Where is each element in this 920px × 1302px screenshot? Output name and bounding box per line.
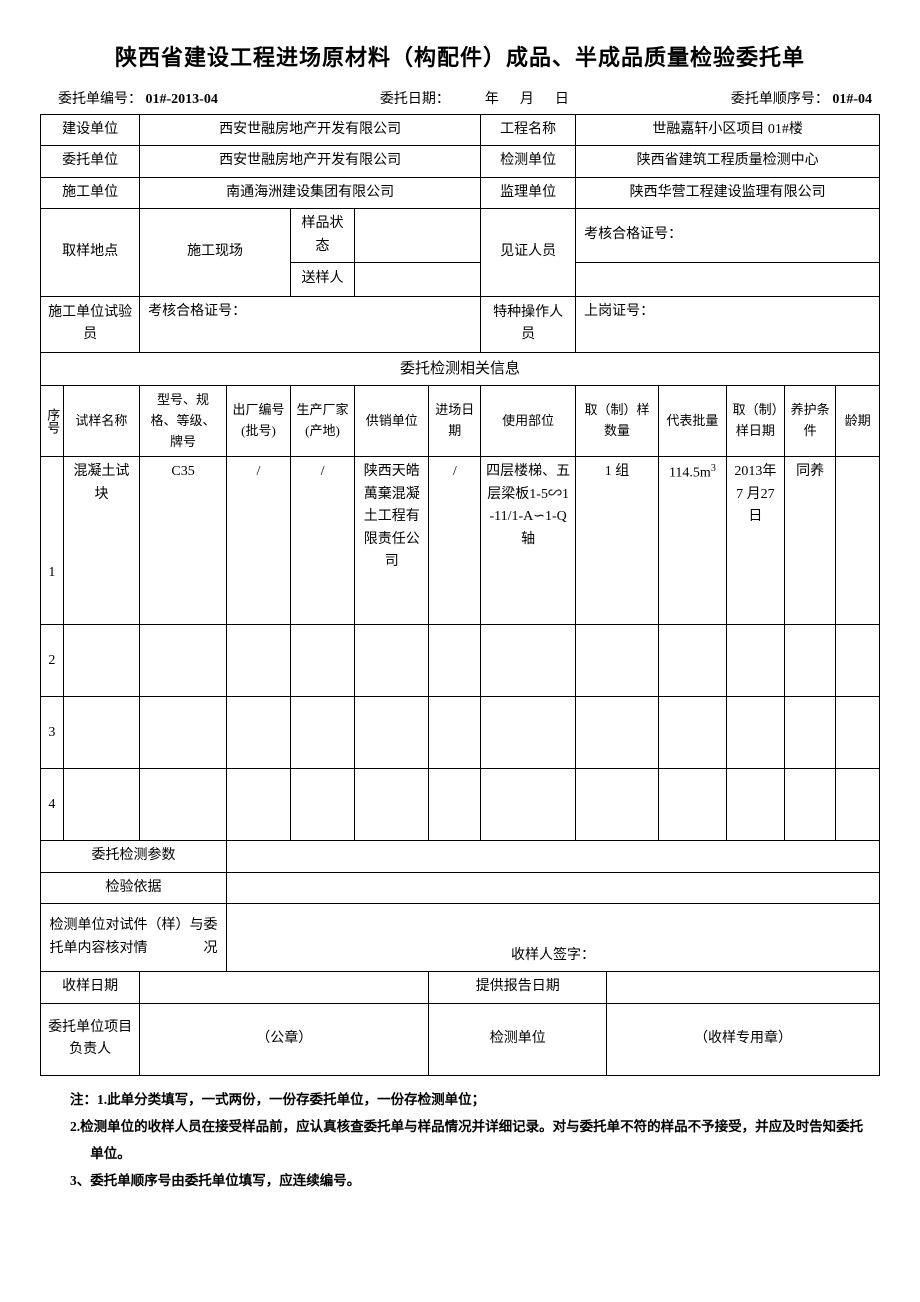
commission-date: 委托日期： 年 月 日 [380, 88, 569, 108]
seq-no: 委托单顺序号： 01#-04 [731, 88, 872, 108]
report-date-label: 提供报告日期 [429, 972, 607, 1003]
cell-manufacturer: / [290, 457, 354, 625]
col-age: 龄期 [836, 385, 880, 456]
construct-unit-label: 施工单位 [41, 177, 140, 208]
cell-spec: C35 [140, 457, 227, 625]
col-sample-date: 取（制）样日期 [726, 385, 784, 456]
cert-no [576, 262, 880, 296]
table-row: 1 混凝土试块 C35 / / 陕西天皓萬棄混凝土工程有限责任公司 / 四层楼梯… [41, 457, 880, 625]
project-name-label: 工程名称 [481, 115, 576, 146]
receiver-sign: 收样人签字： [226, 904, 879, 972]
main-table: 建设单位 西安世融房地产开发有限公司 工程名称 世融嘉轩小区项目 01#楼 委托… [40, 114, 880, 1076]
test-param-label: 委托检测参数 [41, 841, 227, 872]
info-row: 施工单位试验员 考核合格证号： 特种操作人 员 上岗证号： [41, 296, 880, 352]
col-represent-qty: 代表批量 [658, 385, 726, 456]
col-spec: 型号、规格、等级、牌号 [140, 385, 227, 456]
col-cure-cond: 养护条件 [784, 385, 836, 456]
column-header-row: 序号 试样名称 型号、规格、等级、牌号 出厂编号 (批号) 生产厂家 (产地) … [41, 385, 880, 456]
section-title-row: 委托检测相关信息 [41, 352, 880, 385]
page-container: 陕西省建设工程进场原材料（构配件）成品、半成品质量检验委托单 委托单编号： 01… [40, 40, 880, 1194]
footer-row: 委托单位项目负责人 （公章） 检测单位 （收样专用章） [41, 1003, 880, 1075]
info-row: 取样地点 施工现场 样品状态 见证人员 考核合格证号： [41, 209, 880, 263]
col-batch-no: 出厂编号 (批号) [226, 385, 290, 456]
cell-cure-cond: 同养 [784, 457, 836, 625]
col-arrive-date: 进场日期 [429, 385, 481, 456]
cell-seq: 4 [41, 769, 64, 841]
footer-row: 检测单位对试件（样）与委托单内容核对情 况 收样人签字： [41, 904, 880, 972]
seal1: （公章） [140, 1003, 429, 1075]
footer-row: 收样日期 提供报告日期 [41, 972, 880, 1003]
table-row: 2 [41, 625, 880, 697]
sender [355, 262, 481, 296]
commission-unit-label: 委托单位 [41, 146, 140, 177]
seal2: （收样专用章） [607, 1003, 880, 1075]
principal-label: 委托单位项目负责人 [41, 1003, 140, 1075]
cell-seq: 1 [41, 457, 64, 625]
cell-sample-date: 2013年 7 月27 日 [726, 457, 784, 625]
footer-test-unit-label: 检测单位 [429, 1003, 607, 1075]
supervise-unit-label: 监理单位 [481, 177, 576, 208]
cell-arrive-date: / [429, 457, 481, 625]
cell-supplier: 陕西天皓萬棄混凝土工程有限责任公司 [355, 457, 429, 625]
table-row: 3 [41, 697, 880, 769]
witness-label: 见证人员 [481, 209, 576, 297]
cell-sample-qty: 1 组 [576, 457, 659, 625]
info-row: 委托单位 西安世融房地产开发有限公司 检测单位 陕西省建筑工程质量检测中心 [41, 146, 880, 177]
sample-status-label: 样品状态 [290, 209, 354, 263]
tester-cert-label: 考核合格证号： [140, 296, 481, 352]
table-row: 4 [41, 769, 880, 841]
col-use-part: 使用部位 [481, 385, 576, 456]
cell-seq: 3 [41, 697, 64, 769]
test-unit: 陕西省建筑工程质量检测中心 [576, 146, 880, 177]
basis-label: 检验依据 [41, 872, 227, 903]
col-seq: 序号 [41, 385, 64, 456]
sender-label: 送样人 [290, 262, 354, 296]
special-op-label: 特种操作人 员 [481, 296, 576, 352]
page-title: 陕西省建设工程进场原材料（构配件）成品、半成品质量检验委托单 [40, 40, 880, 72]
build-unit: 西安世融房地产开发有限公司 [140, 115, 481, 146]
sample-location-label: 取样地点 [41, 209, 140, 297]
footer-row: 委托检测参数 [41, 841, 880, 872]
cell-use-part: 四层楼梯、五层梁板1-5∽1-11/1-A∽1-Q轴 [481, 457, 576, 625]
notes: 注：1.此单分类填写，一式两份，一份存委托单位，一份存检测单位； 2.检测单位的… [40, 1086, 880, 1194]
info-row: 建设单位 西安世融房地产开发有限公司 工程名称 世融嘉轩小区项目 01#楼 [41, 115, 880, 146]
doc-no-value: 01#-2013-04 [146, 92, 218, 107]
post-cert-label: 上岗证号： [576, 296, 880, 352]
test-unit-label: 检测单位 [481, 146, 576, 177]
cert-label: 考核合格证号： [576, 209, 880, 263]
commission-unit: 西安世融房地产开发有限公司 [140, 146, 481, 177]
doc-no: 委托单编号： 01#-2013-04 [58, 88, 218, 108]
cell-batch-no: / [226, 457, 290, 625]
cell-age [836, 457, 880, 625]
cell-seq: 2 [41, 625, 64, 697]
project-name: 世融嘉轩小区项目 01#楼 [576, 115, 880, 146]
col-manufacturer: 生产厂家 (产地) [290, 385, 354, 456]
construct-unit: 南通海洲建设集团有限公司 [140, 177, 481, 208]
receive-date-label: 收样日期 [41, 972, 140, 1003]
col-sample-qty: 取（制）样数量 [576, 385, 659, 456]
tester-label: 施工单位试验员 [41, 296, 140, 352]
col-supplier: 供销单位 [355, 385, 429, 456]
info-row: 施工单位 南通海洲建设集团有限公司 监理单位 陕西华营工程建设监理有限公司 [41, 177, 880, 208]
build-unit-label: 建设单位 [41, 115, 140, 146]
cell-represent-qty: 114.5m3 [658, 457, 726, 625]
header-line: 委托单编号： 01#-2013-04 委托日期： 年 月 日 委托单顺序号： 0… [40, 84, 880, 114]
seq-no-value: 01#-04 [832, 92, 872, 107]
check-label: 检测单位对试件（样）与委托单内容核对情 况 [41, 904, 227, 972]
col-sample-name: 试样名称 [63, 385, 139, 456]
sample-status [355, 209, 481, 263]
sample-location: 施工现场 [140, 209, 291, 297]
section-title: 委托检测相关信息 [41, 352, 880, 385]
supervise-unit: 陕西华营工程建设监理有限公司 [576, 177, 880, 208]
cell-sample-name: 混凝土试块 [63, 457, 139, 625]
footer-row: 检验依据 [41, 872, 880, 903]
